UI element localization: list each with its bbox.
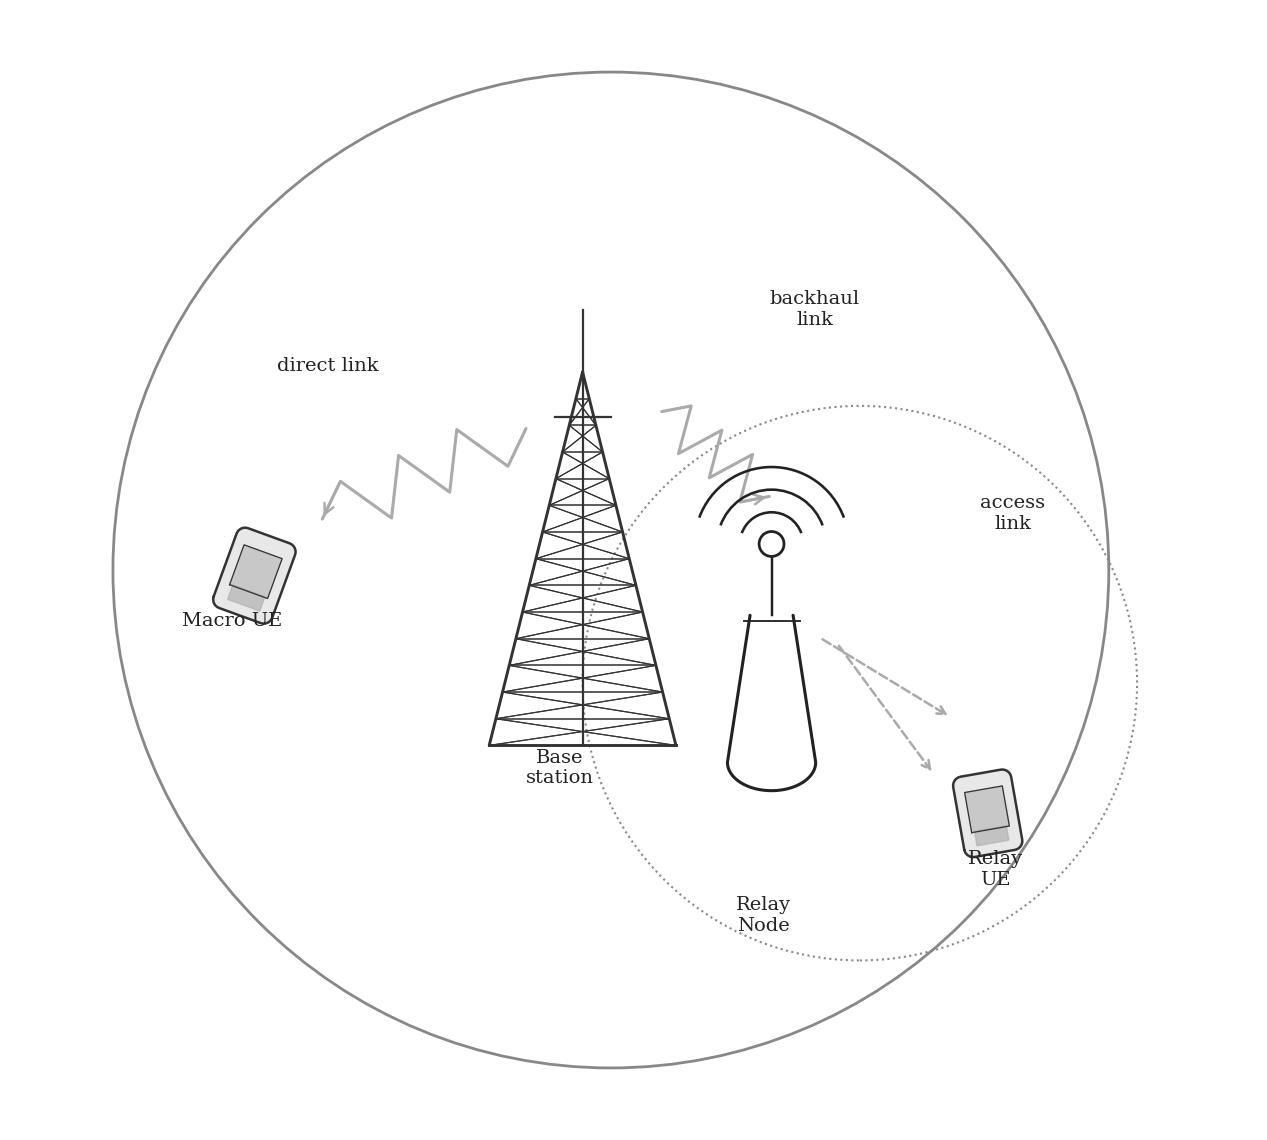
Polygon shape <box>953 770 1022 857</box>
Text: Base
station: Base station <box>526 749 594 788</box>
Polygon shape <box>229 545 283 598</box>
Text: access
link: access link <box>981 494 1045 532</box>
Text: backhaul
link: backhaul link <box>769 291 859 329</box>
Polygon shape <box>228 585 265 611</box>
Circle shape <box>759 531 784 556</box>
Text: direct link: direct link <box>277 357 379 375</box>
Polygon shape <box>213 528 295 624</box>
Text: Macro UE: Macro UE <box>181 612 281 630</box>
Polygon shape <box>964 785 1010 832</box>
Text: Relay
Node: Relay Node <box>736 896 791 935</box>
Text: Relay
UE: Relay UE <box>968 850 1024 889</box>
Polygon shape <box>974 825 1009 846</box>
